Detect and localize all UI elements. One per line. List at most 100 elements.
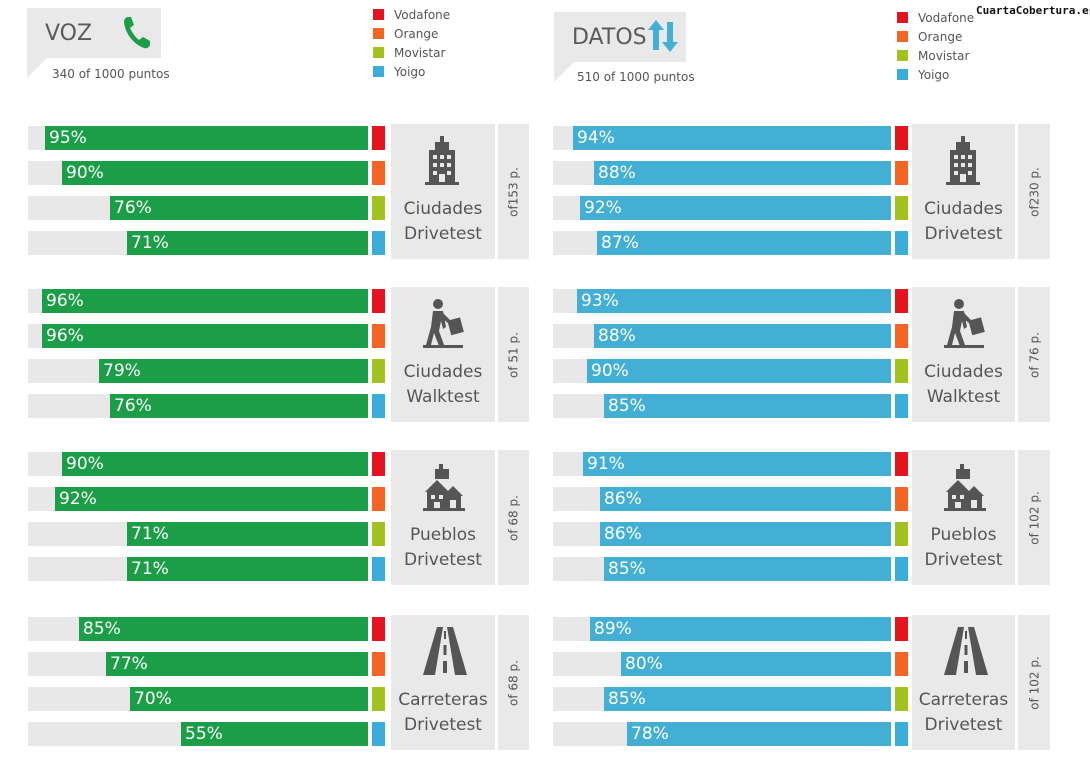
voz-points-box: of 68 p. [498, 615, 529, 750]
voz-category-box: Ciudades Drivetest [391, 124, 495, 259]
legend-swatch [897, 31, 908, 42]
voz-bar-label: 90% [66, 454, 104, 474]
legend-label: Orange [394, 27, 439, 41]
datos-points-label: of 102 p. [1027, 655, 1041, 710]
voz-points-label: of 68 p. [506, 659, 521, 706]
legend-label: Vodafone [394, 8, 451, 22]
voz-bar-orange [55, 487, 368, 511]
datos-category-box: Ciudades Walktest [912, 287, 1015, 422]
voz-points-box: of153 p. [498, 124, 529, 259]
voz-bar-movistar [99, 359, 368, 383]
legend-swatch [373, 66, 384, 77]
datos-operator-swatch-orange [895, 324, 908, 348]
datos-points-label: of 102 p. [1027, 490, 1041, 545]
datos-bar-yoigo [627, 722, 891, 746]
voz-category-name: Carreteras [398, 690, 488, 710]
voz-bar-label: 92% [59, 489, 97, 509]
datos-category-type: Drivetest [924, 224, 1003, 244]
datos-bar-movistar [587, 359, 891, 383]
voz-category-name: Ciudades [403, 362, 483, 382]
datos-bar-yoigo [604, 557, 891, 581]
datos-bar-label: 85% [608, 689, 646, 709]
datos-operator-swatch-yoigo [895, 394, 908, 418]
voz-category-name: Pueblos [410, 525, 476, 545]
legend-swatch [897, 69, 908, 80]
datos-operator-swatch-vodafone [895, 289, 908, 313]
voz-category-type: Drivetest [404, 224, 482, 244]
road-icon [423, 627, 467, 675]
voz-bar-label: 77% [110, 654, 148, 674]
voz-operator-swatch-yoigo [372, 557, 385, 581]
voz-operator-swatch-vodafone [372, 126, 385, 150]
datos-points-box: of 102 p. [1018, 450, 1050, 585]
datos-operator-swatch-movistar [895, 522, 908, 546]
voz-bar-yoigo [127, 231, 368, 255]
legend-swatch [897, 50, 908, 61]
datos-category-name: Ciudades [924, 362, 1003, 382]
voz-points-label: of153 p. [506, 166, 521, 217]
voz-category-box: Pueblos Drivetest [391, 450, 495, 585]
legend-label: Vodafone [918, 11, 975, 25]
voz-operator-swatch-orange [372, 324, 385, 348]
datos-bar-label: 78% [631, 724, 669, 744]
voz-bar-label: 79% [103, 361, 141, 381]
datos-title: DATOS [572, 25, 647, 50]
voz-bar-vodafone [62, 452, 368, 476]
voz-category-type: Drivetest [404, 715, 482, 735]
datos-bar-label: 85% [608, 396, 646, 416]
voz-operator-swatch-vodafone [372, 289, 385, 313]
datos-operator-swatch-movistar [895, 359, 908, 383]
datos-header-fold [554, 62, 574, 82]
village-icon [943, 464, 986, 511]
datos-bar-label: 86% [604, 524, 642, 544]
datos-points-box: of 102 p. [1018, 615, 1050, 750]
voz-operator-swatch-yoigo [372, 231, 385, 255]
phone-icon [124, 17, 150, 49]
watermark-text: CuartaCobertura.es [976, 4, 1090, 17]
datos-bar-movistar [580, 196, 891, 220]
datos-operator-swatch-vodafone [895, 452, 908, 476]
datos-bar-movistar [600, 522, 891, 546]
datos-bar-orange [600, 487, 891, 511]
voz-category-type: Walktest [406, 387, 480, 407]
voz-operator-swatch-yoigo [372, 722, 385, 746]
voz-category-box: Carreteras Drivetest [391, 615, 495, 750]
datos-bar-label: 92% [584, 198, 622, 218]
datos-bar-label: 86% [604, 489, 642, 509]
datos-operator-swatch-movistar [895, 687, 908, 711]
up-down-arrows-icon [648, 20, 678, 52]
voz-category-type: Drivetest [404, 550, 482, 570]
legend-swatch [373, 9, 384, 20]
datos-category-name: Ciudades [924, 199, 1003, 219]
datos-operator-swatch-orange [895, 161, 908, 185]
datos-bar-label: 94% [577, 128, 615, 148]
datos-bar-label: 88% [598, 163, 636, 183]
datos-points-box: of 76 p. [1018, 287, 1050, 422]
voz-title: VOZ [45, 21, 93, 46]
legend-swatch [373, 28, 384, 39]
voz-bar-vodafone [45, 126, 368, 150]
voz-operator-swatch-movistar [372, 522, 385, 546]
datos-points-label: of 76 p. [1027, 331, 1041, 378]
datos-bar-yoigo [604, 394, 891, 418]
voz-points-label: of 68 p. [506, 494, 521, 541]
voz-operator-swatch-vodafone [372, 617, 385, 641]
voz-bar-label: 95% [49, 128, 87, 148]
datos-points-label: of230 p. [1027, 166, 1041, 217]
walking-person-icon [943, 299, 985, 348]
voz-bar-orange [106, 652, 368, 676]
voz-bar-movistar [127, 522, 368, 546]
datos-bar-label: 93% [581, 291, 619, 311]
building-icon [945, 136, 980, 185]
datos-bar-vodafone [583, 452, 891, 476]
voz-operator-swatch-vodafone [372, 452, 385, 476]
datos-category-type: Walktest [926, 387, 1001, 407]
legend-label: Movistar [918, 49, 970, 63]
datos-subtitle: 510 of 1000 puntos [577, 70, 695, 84]
voz-bar-label: 55% [185, 724, 223, 744]
road-icon [943, 627, 988, 675]
voz-bar-label: 70% [134, 689, 172, 709]
datos-bar-label: 80% [625, 654, 663, 674]
datos-header [554, 12, 686, 62]
datos-operator-swatch-yoigo [895, 231, 908, 255]
